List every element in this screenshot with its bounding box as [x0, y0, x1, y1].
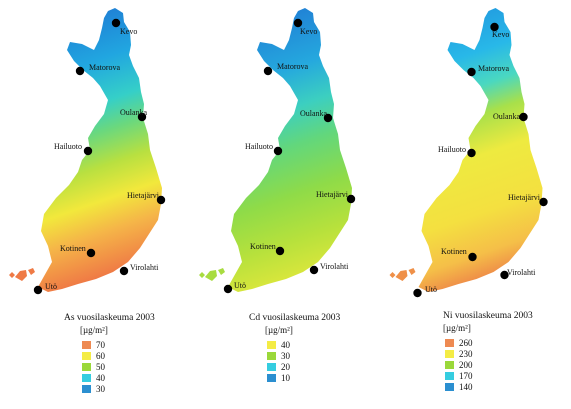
legend-value: 10	[281, 373, 290, 383]
station-label-kevo: Kevo	[120, 27, 138, 36]
legend-swatch	[445, 361, 454, 369]
legend-swatch	[445, 372, 454, 380]
station-marker-hietajärvi	[156, 195, 166, 205]
station-label-matorova: Matorova	[478, 64, 510, 73]
legend-swatch	[445, 350, 454, 358]
legend-swatch	[82, 385, 91, 393]
station-marker-kotinen	[86, 248, 96, 258]
legend-swatch	[82, 341, 91, 349]
station-label-hietajärvi: Hietajärvi	[508, 193, 540, 202]
station-label-utö: Utö	[234, 281, 246, 290]
legend-value: 70	[96, 340, 105, 350]
legend-title: As vuosilaskeuma 2003	[64, 313, 155, 323]
station-label-matorova: Matorova	[89, 63, 121, 72]
finland-map-ni	[389, 8, 548, 298]
legend-cd: Cd vuosilaskeuma 2003 [µg/m²] 40 30 20 10	[249, 313, 359, 403]
station-label-kotinen: Kotinen	[250, 242, 276, 251]
aland-islands	[199, 268, 225, 281]
legend-swatch	[267, 374, 276, 382]
station-marker-kevo	[293, 18, 303, 28]
legend-as: As vuosilaskeuma 2003 [µg/m²] 70 60 50 40 30	[64, 313, 174, 403]
legend-swatch	[82, 352, 91, 360]
legend-title: Ni vuosilaskeuma 2003	[443, 311, 533, 321]
legend-unit: [µg/m²]	[265, 325, 293, 335]
station-label-virolahti: Virolahti	[130, 263, 159, 272]
legend-value: 20	[281, 362, 290, 372]
station-label-kevo: Kevo	[492, 30, 510, 39]
legend-swatch	[82, 363, 91, 371]
map-panel-ni: Kevo Matorova Oulanka Hailuoto Hietajärvi Kot…	[380, 0, 571, 409]
legend-value: 50	[96, 362, 105, 372]
legend-swatch	[267, 363, 276, 371]
station-marker-hietajärvi	[346, 194, 356, 204]
station-label-oulanka: Oulanka	[493, 112, 521, 121]
station-marker-virolahti	[309, 265, 319, 275]
station-label-virolahti: Virolahti	[507, 268, 536, 277]
aland-islands	[9, 268, 35, 281]
station-label-hailuoto: Hailuoto	[438, 145, 466, 154]
station-label-kotinen: Kotinen	[441, 247, 467, 256]
legend-value: 30	[96, 384, 105, 394]
station-label-hailuoto: Hailuoto	[54, 142, 82, 151]
station-marker-utö	[223, 284, 233, 294]
legend-value: 40	[281, 340, 290, 350]
station-marker-matorova	[75, 66, 85, 76]
station-marker-matorova	[263, 66, 273, 76]
station-label-kevo: Kevo	[300, 27, 318, 36]
station-marker-hailuoto	[273, 146, 283, 156]
legend-value: 40	[96, 373, 105, 383]
station-label-oulanka: Oulanka	[120, 108, 148, 117]
station-marker-kevo	[111, 18, 121, 28]
finland-map-cd	[199, 8, 356, 294]
station-marker-hailuoto	[83, 146, 93, 156]
station-label-utö: Utö	[425, 285, 437, 294]
legend-ni: Ni vuosilaskeuma 2003 [µg/m²] 260 230 200 170…	[443, 311, 553, 401]
station-label-utö: Utö	[45, 282, 57, 291]
station-label-hietajärvi: Hietajärvi	[316, 190, 348, 199]
legend-swatch	[445, 339, 454, 347]
legend-value: 200	[459, 360, 473, 370]
legend-unit: [µg/m²]	[80, 325, 108, 335]
station-label-hailuoto: Hailuoto	[245, 142, 273, 151]
aland-islands	[389, 268, 416, 281]
legend-swatch	[267, 352, 276, 360]
station-marker-matorova	[467, 67, 476, 77]
legend-title: Cd vuosilaskeuma 2003	[249, 313, 341, 323]
legend-unit: [µg/m²]	[443, 323, 471, 333]
legend-value: 140	[459, 382, 473, 392]
station-marker-virolahti	[500, 270, 509, 280]
station-marker-kotinen	[468, 252, 477, 262]
station-label-virolahti: Virolahti	[320, 262, 349, 271]
finland-map-as	[9, 8, 166, 295]
legend-swatch	[445, 383, 454, 391]
legend-value: 230	[459, 349, 473, 359]
station-marker-kotinen	[275, 246, 285, 256]
station-marker-kevo	[490, 22, 499, 32]
legend-swatch	[82, 374, 91, 382]
station-label-oulanka: Oulanka	[300, 109, 328, 118]
legend-swatch	[267, 341, 276, 349]
legend-value: 260	[459, 338, 473, 348]
station-marker-oulanka	[323, 113, 333, 123]
station-marker-oulanka	[519, 112, 528, 122]
station-marker-utö	[413, 288, 422, 298]
map-panel-cd: Kevo Matorova Oulanka Hailuoto Hietajärvi Kot…	[190, 0, 380, 409]
station-label-kotinen: Kotinen	[60, 244, 86, 253]
finland-outline	[228, 8, 352, 292]
station-marker-hietajärvi	[539, 197, 548, 207]
station-marker-hailuoto	[467, 148, 476, 158]
station-marker-virolahti	[119, 266, 129, 276]
finland-outline	[38, 8, 162, 292]
finland-outline	[418, 8, 543, 292]
legend-value: 60	[96, 351, 105, 361]
station-label-matorova: Matorova	[277, 62, 309, 71]
station-label-hietajärvi: Hietajärvi	[127, 191, 159, 200]
legend-value: 170	[459, 371, 473, 381]
legend-value: 30	[281, 351, 290, 361]
station-marker-oulanka	[137, 112, 147, 122]
station-marker-utö	[33, 285, 43, 295]
map-panel-as: Kevo Matorova Oulanka Hailuoto Hietajärvi Kot…	[0, 0, 190, 409]
